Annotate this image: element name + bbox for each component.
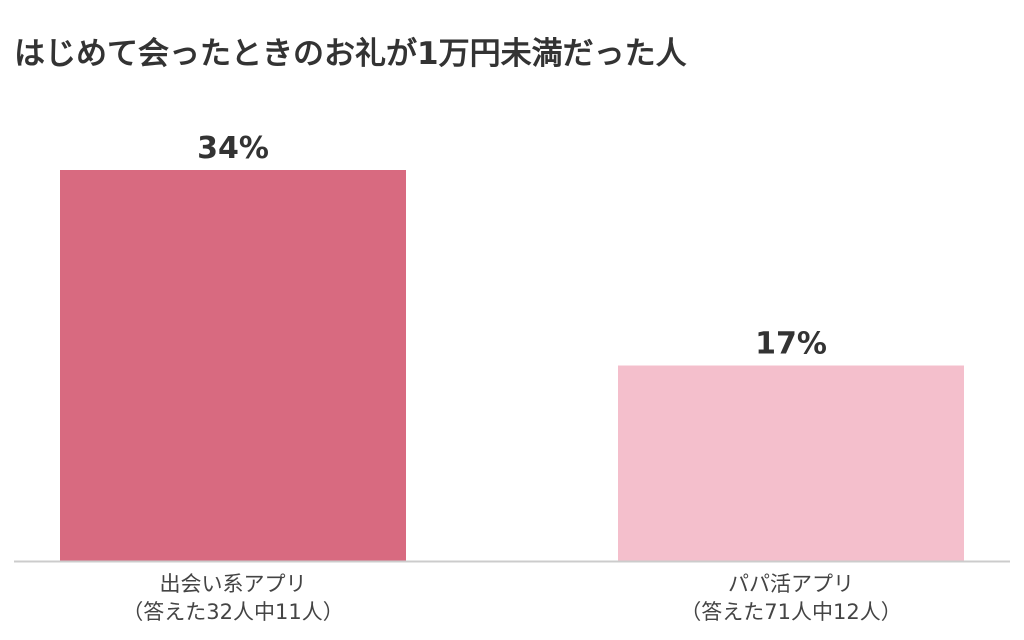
category-note-2: （答えた71人中12人）: [680, 600, 901, 624]
value-label-2: 17%: [755, 327, 827, 362]
value-label-1: 34%: [197, 131, 269, 166]
category-note-1: （答えた32人中11人）: [122, 600, 343, 624]
bar-1: [60, 170, 406, 561]
category-label-2: パパ活アプリ: [728, 572, 854, 596]
chart-title: はじめて会ったときのお礼が1万円未満だった人: [14, 36, 687, 72]
category-label-1: 出会い系アプリ: [160, 572, 307, 596]
bar-2: [618, 365, 964, 561]
